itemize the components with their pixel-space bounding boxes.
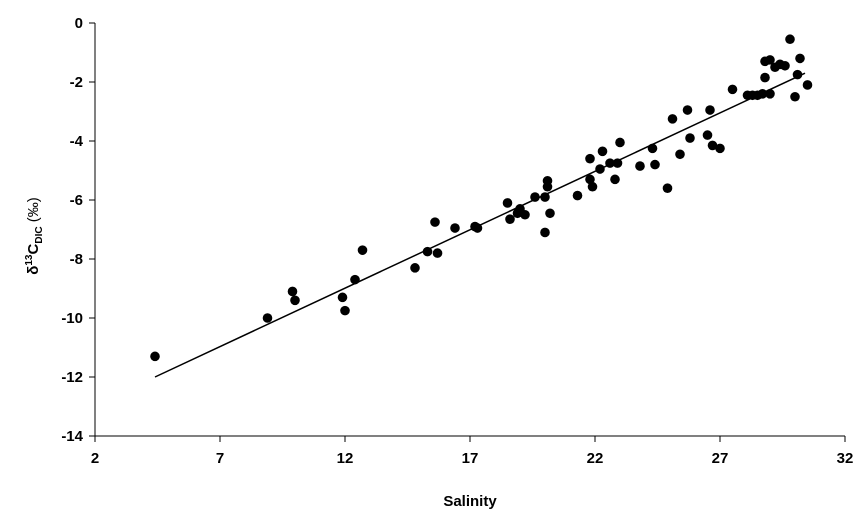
- y-tick-label: -14: [61, 428, 83, 445]
- data-point: [350, 274, 360, 285]
- x-tick-label: 22: [587, 450, 604, 467]
- data-point: [150, 351, 160, 362]
- data-point: [705, 105, 715, 115]
- data-point: [357, 245, 368, 255]
- x-axis: 2 7 12 17 22 27 32: [91, 435, 854, 467]
- data-point: [502, 198, 513, 208]
- data-point: [422, 246, 433, 257]
- data-point: [520, 209, 530, 220]
- ylabel-unit: (‰): [25, 197, 42, 226]
- data-point: [635, 161, 645, 171]
- data-point: [662, 183, 673, 193]
- data-point: [675, 149, 685, 160]
- data-point: [472, 223, 483, 233]
- x-tick-label: 32: [837, 450, 854, 467]
- y-axis-title: δ13CDIC (‰): [24, 197, 45, 274]
- x-tick-label: 27: [712, 450, 729, 467]
- data-point: [530, 192, 540, 202]
- data-point: [780, 60, 790, 71]
- data-points-group: [150, 34, 813, 362]
- data-point: [667, 114, 678, 124]
- y-axis: 0 -2 -4 -6 -8 -10 -12 -14: [61, 15, 96, 445]
- data-point: [707, 140, 718, 151]
- data-point: [410, 263, 420, 273]
- data-point: [790, 91, 800, 102]
- y-tick-label: -10: [61, 310, 83, 327]
- y-tick-label: -12: [61, 369, 83, 386]
- data-point: [585, 174, 595, 185]
- data-point: [505, 214, 515, 224]
- data-point: [682, 105, 693, 115]
- ylabel-subscript: DIC: [34, 226, 45, 243]
- data-point: [612, 158, 623, 168]
- data-point: [650, 159, 660, 170]
- data-point: [287, 286, 298, 297]
- x-axis-title: Salinity: [443, 493, 497, 510]
- x-tick-label: 12: [337, 450, 354, 467]
- data-point: [290, 295, 300, 306]
- data-point: [545, 208, 555, 219]
- data-point: [795, 53, 805, 64]
- x-tick-label: 2: [91, 450, 99, 467]
- data-point: [792, 69, 803, 80]
- data-point: [597, 146, 608, 157]
- data-point: [572, 190, 583, 201]
- x-tick-label: 17: [462, 450, 479, 467]
- data-point: [595, 164, 605, 174]
- data-point: [587, 181, 598, 192]
- data-point: [605, 158, 615, 168]
- data-point: [785, 34, 795, 45]
- data-point: [340, 305, 350, 316]
- x-tick-label: 7: [216, 450, 224, 467]
- data-point: [765, 89, 775, 99]
- data-point: [540, 192, 550, 202]
- ylabel-superscript: 13: [24, 254, 35, 266]
- y-tick-label: -8: [70, 251, 83, 268]
- data-point: [615, 137, 625, 148]
- data-point: [337, 292, 348, 303]
- data-point: [450, 223, 460, 233]
- data-point: [760, 72, 770, 83]
- data-point: [585, 153, 595, 164]
- data-point: [262, 313, 273, 323]
- data-point: [542, 176, 553, 186]
- y-tick-label: 0: [75, 15, 83, 32]
- y-tick-label: -2: [70, 74, 83, 91]
- ylabel-base: C: [25, 244, 42, 255]
- y-tick-label: -6: [70, 192, 83, 209]
- data-point: [727, 84, 738, 95]
- data-point: [610, 174, 620, 185]
- data-point: [647, 143, 658, 154]
- data-point: [765, 55, 775, 65]
- y-tick-label: -4: [70, 133, 84, 150]
- data-point: [540, 227, 550, 238]
- data-point: [430, 217, 440, 227]
- data-point: [702, 130, 713, 140]
- data-point: [715, 143, 725, 154]
- ylabel-delta: δ: [25, 266, 42, 275]
- data-point: [802, 80, 813, 90]
- data-point: [757, 89, 768, 99]
- data-point: [432, 248, 443, 258]
- data-point: [685, 133, 695, 143]
